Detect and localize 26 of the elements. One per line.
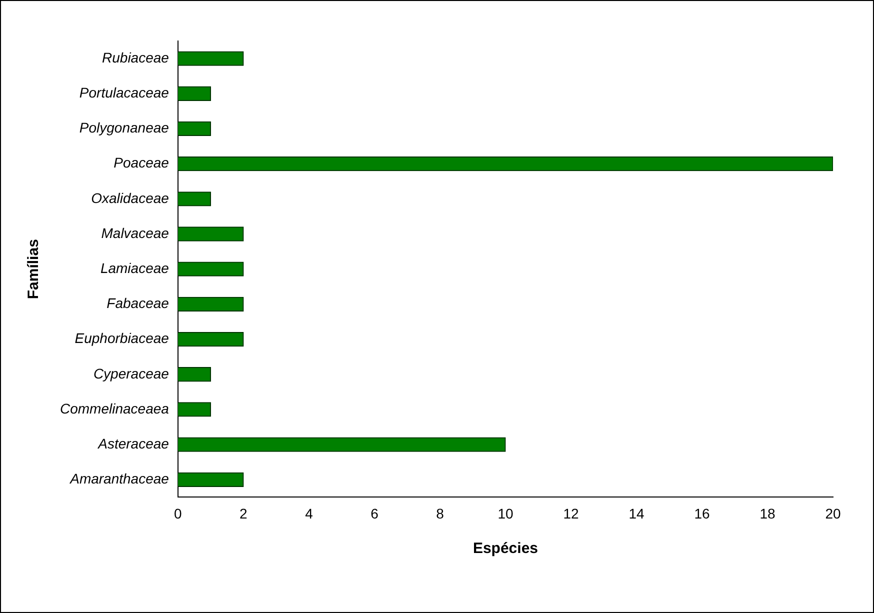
x-axis-title: Espécies — [472, 540, 538, 558]
y-tick-label: Poaceae — [114, 154, 170, 171]
x-tick-label: 20 — [825, 505, 841, 522]
x-tick-label: 16 — [694, 505, 710, 522]
y-tick-label: Cyperaceae — [93, 365, 170, 382]
y-tick-label: Malvaceae — [101, 224, 170, 241]
x-tick-label: 12 — [563, 505, 579, 522]
y-tick-label: Lamiaceae — [100, 260, 170, 276]
y-tick-label: Rubiaceae — [102, 49, 170, 66]
y-tick-label: Amaranthaceae — [69, 470, 170, 487]
y-tick-label: Fabaceae — [106, 295, 170, 312]
y-tick-label: Oxalidaceae — [91, 190, 170, 206]
x-tick-label: 6 — [370, 505, 379, 522]
y-tick-label: Commelinaceaea — [60, 400, 170, 416]
y-tick-label: Euphorbiaceae — [74, 330, 170, 346]
x-tick-label: 10 — [498, 505, 514, 522]
y-tick-label: Portulacaceae — [79, 84, 170, 101]
x-tick-label: 14 — [628, 505, 644, 522]
y-tick-label: Asteraceae — [97, 435, 170, 452]
x-tick-label: 4 — [305, 505, 314, 522]
x-tick-label: 18 — [760, 505, 776, 522]
x-tick-label: 2 — [240, 505, 248, 522]
y-axis-title: Famílias — [25, 239, 42, 300]
y-tick-label: Polygonaneae — [79, 120, 170, 136]
x-tick-label: 8 — [436, 505, 444, 522]
x-tick-label: 0 — [174, 505, 182, 522]
